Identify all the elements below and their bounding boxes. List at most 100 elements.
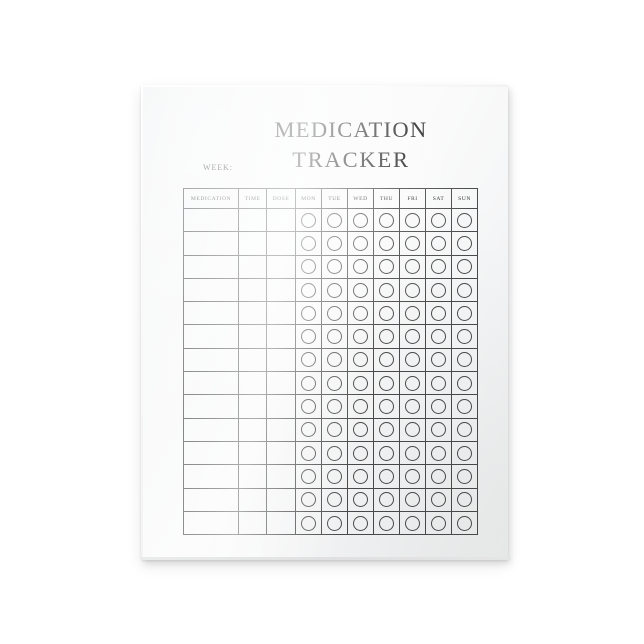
cell-tue[interactable] <box>321 277 348 303</box>
cell-sat[interactable] <box>425 277 452 303</box>
checkbox-circle-icon[interactable] <box>379 468 394 484</box>
cell-mon[interactable] <box>295 371 322 396</box>
checkbox-circle-icon[interactable] <box>301 492 316 508</box>
cell-dose[interactable] <box>266 231 296 256</box>
checkbox-circle-icon[interactable] <box>379 305 394 321</box>
checkbox-circle-icon[interactable] <box>301 352 316 368</box>
cell-medication[interactable] <box>183 440 239 466</box>
checkbox-circle-icon[interactable] <box>301 212 316 228</box>
cell-mon[interactable] <box>295 347 322 373</box>
cell-wed[interactable] <box>347 440 374 466</box>
cell-mon[interactable] <box>295 464 322 489</box>
cell-sun[interactable] <box>451 301 478 326</box>
cell-tue[interactable] <box>321 417 348 442</box>
cell-wed[interactable] <box>347 231 374 256</box>
checkbox-circle-icon[interactable] <box>431 305 446 321</box>
checkbox-circle-icon[interactable] <box>379 445 394 461</box>
checkbox-circle-icon[interactable] <box>301 305 316 321</box>
cell-thu[interactable] <box>373 254 400 279</box>
cell-sun[interactable] <box>451 231 478 256</box>
checkbox-circle-icon[interactable] <box>431 375 446 391</box>
checkbox-circle-icon[interactable] <box>379 492 394 508</box>
cell-fri[interactable] <box>399 487 426 512</box>
checkbox-circle-icon[interactable] <box>353 212 368 228</box>
checkbox-circle-icon[interactable] <box>353 282 368 298</box>
checkbox-circle-icon[interactable] <box>353 515 368 531</box>
checkbox-circle-icon[interactable] <box>379 399 394 415</box>
cell-wed[interactable] <box>347 254 374 279</box>
cell-dose[interactable] <box>266 440 296 466</box>
cell-thu[interactable] <box>373 324 400 349</box>
checkbox-circle-icon[interactable] <box>405 515 420 531</box>
checkbox-circle-icon[interactable] <box>353 235 368 251</box>
checkbox-circle-icon[interactable] <box>301 282 316 298</box>
checkbox-circle-icon[interactable] <box>431 468 446 484</box>
checkbox-circle-icon[interactable] <box>405 259 420 275</box>
cell-medication[interactable] <box>183 487 239 512</box>
checkbox-circle-icon[interactable] <box>327 329 342 345</box>
cell-time[interactable] <box>238 347 267 373</box>
cell-time[interactable] <box>238 440 267 466</box>
checkbox-circle-icon[interactable] <box>457 399 472 415</box>
cell-mon[interactable] <box>295 277 322 303</box>
checkbox-circle-icon[interactable] <box>301 515 316 531</box>
checkbox-circle-icon[interactable] <box>379 375 394 391</box>
cell-wed[interactable] <box>347 324 374 349</box>
checkbox-circle-icon[interactable] <box>405 399 420 415</box>
cell-thu[interactable] <box>373 301 400 326</box>
cell-sat[interactable] <box>425 254 452 279</box>
checkbox-circle-icon[interactable] <box>457 282 472 298</box>
checkbox-circle-icon[interactable] <box>405 375 420 391</box>
cell-tue[interactable] <box>321 464 348 489</box>
cell-sun[interactable] <box>451 371 478 396</box>
checkbox-circle-icon[interactable] <box>457 492 472 508</box>
checkbox-circle-icon[interactable] <box>327 375 342 391</box>
checkbox-circle-icon[interactable] <box>327 515 342 531</box>
checkbox-circle-icon[interactable] <box>353 422 368 438</box>
cell-mon[interactable] <box>295 417 322 442</box>
cell-fri[interactable] <box>399 371 426 396</box>
cell-time[interactable] <box>238 371 267 396</box>
checkbox-circle-icon[interactable] <box>301 235 316 251</box>
checkbox-circle-icon[interactable] <box>327 399 342 415</box>
cell-mon[interactable] <box>295 440 322 466</box>
cell-fri[interactable] <box>399 347 426 373</box>
cell-wed[interactable] <box>347 394 374 419</box>
cell-mon[interactable] <box>295 324 322 349</box>
cell-mon[interactable] <box>295 487 322 512</box>
checkbox-circle-icon[interactable] <box>327 235 342 251</box>
checkbox-circle-icon[interactable] <box>431 282 446 298</box>
cell-sun[interactable] <box>451 254 478 279</box>
cell-dose[interactable] <box>266 277 296 303</box>
checkbox-circle-icon[interactable] <box>327 212 342 228</box>
checkbox-circle-icon[interactable] <box>353 305 368 321</box>
cell-mon[interactable] <box>295 207 322 233</box>
cell-wed[interactable] <box>347 417 374 442</box>
cell-fri[interactable] <box>399 417 426 442</box>
cell-tue[interactable] <box>321 301 348 326</box>
checkbox-circle-icon[interactable] <box>405 212 420 228</box>
cell-sun[interactable] <box>451 510 478 536</box>
cell-time[interactable] <box>238 324 267 349</box>
checkbox-circle-icon[interactable] <box>405 352 420 368</box>
checkbox-circle-icon[interactable] <box>379 515 394 531</box>
checkbox-circle-icon[interactable] <box>301 399 316 415</box>
cell-tue[interactable] <box>321 207 348 233</box>
cell-medication[interactable] <box>183 301 239 326</box>
cell-time[interactable] <box>238 231 267 256</box>
cell-sun[interactable] <box>451 347 478 373</box>
cell-mon[interactable] <box>295 394 322 419</box>
cell-dose[interactable] <box>266 371 296 396</box>
cell-thu[interactable] <box>373 371 400 396</box>
checkbox-circle-icon[interactable] <box>405 282 420 298</box>
cell-sat[interactable] <box>425 207 452 233</box>
checkbox-circle-icon[interactable] <box>353 259 368 275</box>
cell-sat[interactable] <box>425 231 452 256</box>
cell-dose[interactable] <box>266 394 296 419</box>
cell-tue[interactable] <box>321 394 348 419</box>
cell-fri[interactable] <box>399 301 426 326</box>
cell-sat[interactable] <box>425 510 452 536</box>
cell-sun[interactable] <box>451 464 478 489</box>
checkbox-circle-icon[interactable] <box>353 399 368 415</box>
checkbox-circle-icon[interactable] <box>457 212 472 228</box>
